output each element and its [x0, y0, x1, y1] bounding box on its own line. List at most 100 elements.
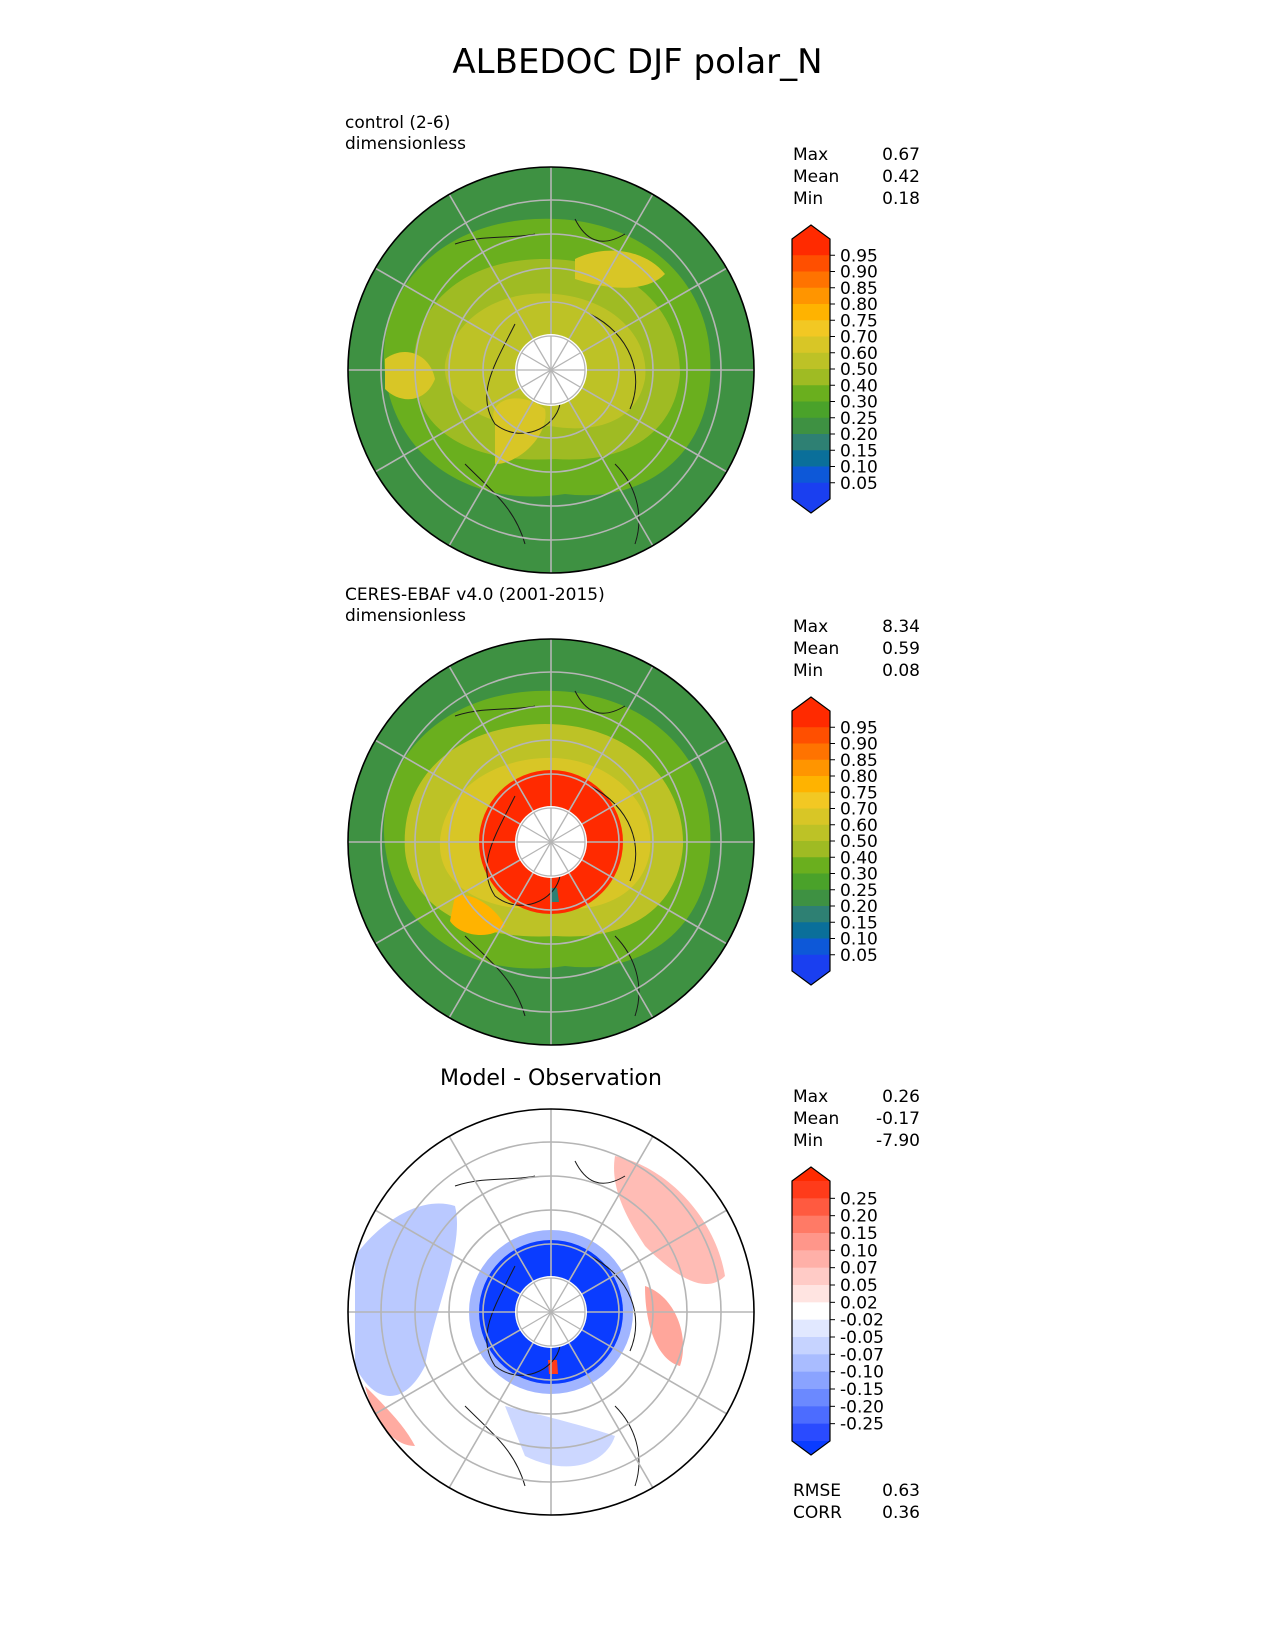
panel-label-case: CERES-EBAF v4.0 (2001-2015) [345, 585, 605, 605]
colorbar-tick-label: 0.30 [840, 393, 878, 413]
panel-control: control (2-6) dimensionless Max 0.67 Mean… [0, 110, 1275, 580]
colorbar-segment [792, 255, 830, 272]
colorbar-max-extension [792, 1167, 830, 1181]
colorbar-segment [792, 401, 830, 419]
colorbar-segment [792, 1181, 830, 1199]
colorbar-tick-label: -0.07 [840, 1345, 884, 1365]
colorbar-min-extension [792, 971, 830, 985]
colorbar-tick-label: 0.25 [840, 881, 878, 901]
stat-max-value: 0.26 [882, 1087, 920, 1107]
colorbar-outline [791, 224, 831, 514]
metric-corr-label: CORR [793, 1503, 842, 1523]
colorbar-segment [792, 841, 830, 858]
colorbar-tick-label: 0.70 [840, 328, 878, 348]
polar-map-control [347, 166, 755, 574]
coastlines [454, 1160, 640, 1487]
colorbar-segment [792, 320, 830, 337]
colorbar-tick-label: 0.25 [840, 409, 878, 429]
colorbar-segment [792, 369, 830, 386]
colorbar-tick-label: -0.10 [840, 1363, 884, 1383]
stat-min-label: Min [793, 1131, 824, 1151]
colorbar-tick-label: 0.10 [840, 1241, 878, 1261]
colorbar-segment [792, 873, 830, 891]
colorbar-tick-label: 0.80 [840, 767, 878, 787]
colorbar-segment [792, 857, 830, 874]
stat-max-label: Max [793, 145, 829, 165]
colorbar-tick-label: 0.15 [840, 913, 878, 933]
colorbar-min-extension [792, 1441, 830, 1455]
colorbar-tick-label: 0.60 [840, 344, 878, 364]
polar-map-difference [347, 1108, 755, 1516]
colorbar-segment [792, 776, 830, 793]
colorbar-tick-label: 0.95 [840, 246, 878, 266]
colorbar-segment [792, 1198, 830, 1217]
colorbar-tick-label: 0.80 [840, 295, 878, 315]
colorbar-tick-label: -0.02 [840, 1311, 884, 1331]
colorbar-control: 0.950.900.850.800.750.700.600.500.400.30… [791, 224, 878, 514]
stats-box: Max 8.34 Mean 0.59 Min 0.08 [793, 616, 920, 682]
panel-observation: CERES-EBAF v4.0 (2001-2015) dimensionles… [0, 582, 1275, 1052]
stat-max-label: Max [793, 1087, 829, 1107]
colorbar-tick-label: 0.02 [840, 1293, 878, 1313]
colorbar-segment [792, 304, 830, 321]
map-fill-pos-southwest [365, 1386, 415, 1446]
colorbar-segment [792, 239, 830, 256]
metric-rmse-value: 0.63 [882, 1481, 920, 1501]
colorbar-tick-label: 0.15 [840, 441, 878, 461]
colorbar-outline [791, 696, 831, 986]
stat-min-value: 0.08 [882, 661, 920, 681]
colorbar-segment [792, 434, 830, 451]
colorbar-segment [792, 759, 830, 777]
colorbar-tick-label: -0.25 [840, 1415, 884, 1435]
colorbar-tick-label: 0.20 [840, 897, 878, 917]
colorbar-tick-label: 0.85 [840, 751, 878, 771]
colorbar-segment [792, 417, 830, 435]
colorbar-outline [791, 1166, 831, 1456]
stat-min-value: -7.90 [876, 1131, 920, 1151]
colorbar-tick-label: 0.10 [840, 458, 878, 478]
colorbar-tick-label: -0.15 [840, 1380, 884, 1400]
metric-corr-value: 0.36 [882, 1503, 920, 1523]
colorbar-tick-label: 0.50 [840, 832, 878, 852]
coastlines [454, 690, 640, 1017]
colorbar-segment [792, 743, 830, 761]
colorbar-tick-label: 0.60 [840, 816, 878, 836]
map-boundary [347, 638, 755, 1046]
colorbar-segment [792, 1354, 830, 1373]
metrics-box: RMSE 0.63 CORR 0.36 [793, 1480, 920, 1524]
figure-title: ALBEDOC DJF polar_N [452, 42, 823, 82]
stat-min-value: 0.18 [882, 189, 920, 209]
colorbar-segment [792, 954, 830, 972]
colorbar-segment [792, 1215, 830, 1234]
map-boundary [347, 166, 755, 574]
colorbar-segment [792, 922, 830, 939]
colorbar-segment [792, 889, 830, 907]
colorbar-tick-label: 0.15 [840, 1224, 878, 1244]
colorbar-tick-label: 0.70 [840, 800, 878, 820]
colorbar-tick-label: 0.50 [840, 360, 878, 380]
panel-label-units: dimensionless [345, 134, 466, 154]
colorbar-tick-label: 0.07 [840, 1259, 878, 1279]
colorbar-segment [792, 1250, 830, 1269]
metric-rmse-label: RMSE [793, 1481, 842, 1501]
colorbar-segment [792, 1302, 830, 1321]
colorbar-tick-label: 0.05 [840, 946, 878, 966]
colorbar-segment [792, 482, 830, 500]
stat-mean-value: -0.17 [876, 1109, 920, 1129]
stat-mean-label: Mean [793, 1109, 840, 1129]
colorbar-tick-label: 0.75 [840, 311, 878, 331]
colorbar-tick-label: -0.05 [840, 1328, 884, 1348]
colorbar-segment [792, 1389, 830, 1407]
stat-max-label: Max [793, 617, 829, 637]
stat-min-label: Min [793, 189, 824, 209]
colorbar-segment [792, 271, 830, 289]
stats-box: Max 0.26 Mean -0.17 Min -7.90 [793, 1086, 920, 1152]
map-fill-neg-west [355, 1203, 458, 1396]
colorbar-segment [792, 1233, 830, 1251]
colorbar-segment [792, 906, 830, 923]
colorbar-segment [792, 1406, 830, 1425]
stat-mean-value: 0.59 [882, 639, 920, 659]
map-boundary [347, 1108, 755, 1516]
colorbar-segment [792, 336, 830, 354]
map-fill-pos-spot [548, 1360, 558, 1374]
